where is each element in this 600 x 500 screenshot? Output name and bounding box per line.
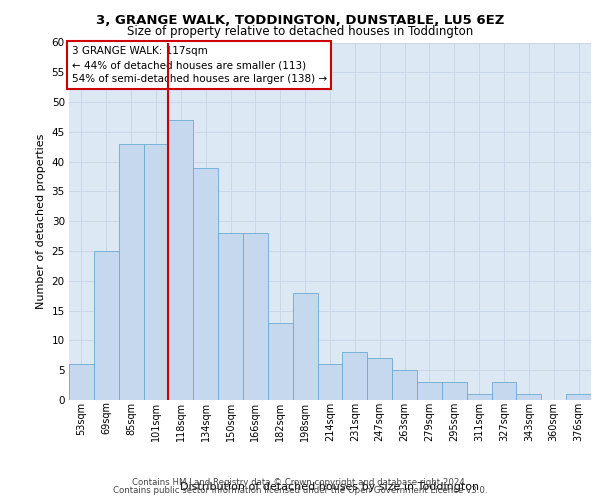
Bar xyxy=(193,168,218,400)
Text: Contains public sector information licensed under the Open Government Licence v3: Contains public sector information licen… xyxy=(113,486,487,495)
Text: 3 GRANGE WALK: 117sqm
← 44% of detached houses are smaller (113)
54% of semi-det: 3 GRANGE WALK: 117sqm ← 44% of detached … xyxy=(71,46,327,84)
Bar xyxy=(392,370,417,400)
Bar xyxy=(467,394,491,400)
Bar xyxy=(293,292,317,400)
Bar xyxy=(367,358,392,400)
Bar xyxy=(566,394,591,400)
Bar xyxy=(243,233,268,400)
Bar xyxy=(442,382,467,400)
Text: Size of property relative to detached houses in Toddington: Size of property relative to detached ho… xyxy=(127,25,473,38)
Y-axis label: Number of detached properties: Number of detached properties xyxy=(36,134,46,309)
Bar xyxy=(517,394,541,400)
Bar xyxy=(417,382,442,400)
Bar xyxy=(317,364,343,400)
Bar xyxy=(143,144,169,400)
Bar xyxy=(69,364,94,400)
Text: 3, GRANGE WALK, TODDINGTON, DUNSTABLE, LU5 6EZ: 3, GRANGE WALK, TODDINGTON, DUNSTABLE, L… xyxy=(96,14,504,27)
Bar xyxy=(169,120,193,400)
Bar xyxy=(94,251,119,400)
X-axis label: Distribution of detached houses by size in Toddington: Distribution of detached houses by size … xyxy=(181,482,479,492)
Bar xyxy=(491,382,517,400)
Bar xyxy=(268,322,293,400)
Bar xyxy=(218,233,243,400)
Bar xyxy=(119,144,143,400)
Text: Contains HM Land Registry data © Crown copyright and database right 2024.: Contains HM Land Registry data © Crown c… xyxy=(132,478,468,487)
Bar xyxy=(343,352,367,400)
